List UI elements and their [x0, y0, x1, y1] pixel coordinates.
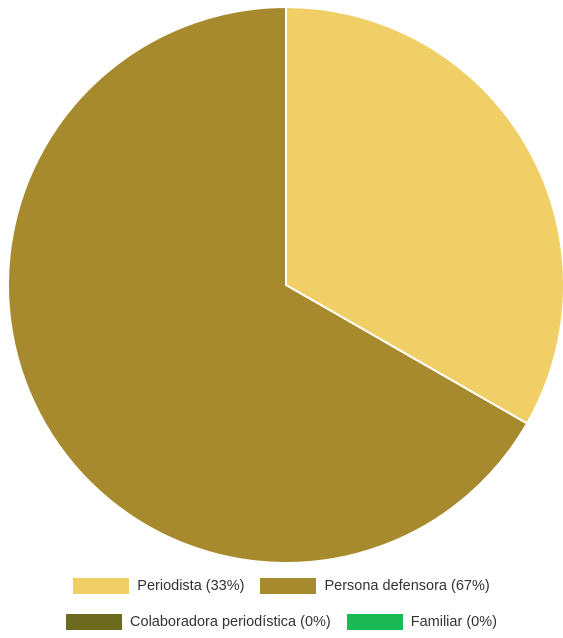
legend-swatch-colaboradora [66, 614, 123, 630]
pie-slice-periodista[interactable] [285, 6, 563, 425]
legend-swatch-persona-defensora [260, 578, 317, 594]
legend-swatch-periodista [73, 578, 130, 594]
pie-chart [7, 6, 563, 564]
legend-item-colaboradora[interactable]: Colaboradora periodística (0%) [66, 614, 331, 630]
legend-item-periodista[interactable]: Periodista (33%) [73, 578, 244, 594]
legend-row-1: Periodista (33%) Persona defensora (67%) [0, 578, 563, 594]
legend-swatch-familiar [346, 614, 403, 630]
legend-label-persona-defensora: Persona defensora (67%) [324, 578, 490, 594]
pie-slice-persona-defensora[interactable] [7, 6, 529, 564]
legend-label-colaboradora: Colaboradora periodística (0%) [130, 614, 331, 630]
legend-item-familiar[interactable]: Familiar (0%) [346, 614, 497, 630]
legend-row-2: Colaboradora periodística (0%) Familiar … [0, 614, 563, 630]
legend-label-familiar: Familiar (0%) [410, 614, 497, 630]
legend-item-persona-defensora[interactable]: Persona defensora (67%) [260, 578, 490, 594]
legend-label-periodista: Periodista (33%) [137, 578, 245, 594]
